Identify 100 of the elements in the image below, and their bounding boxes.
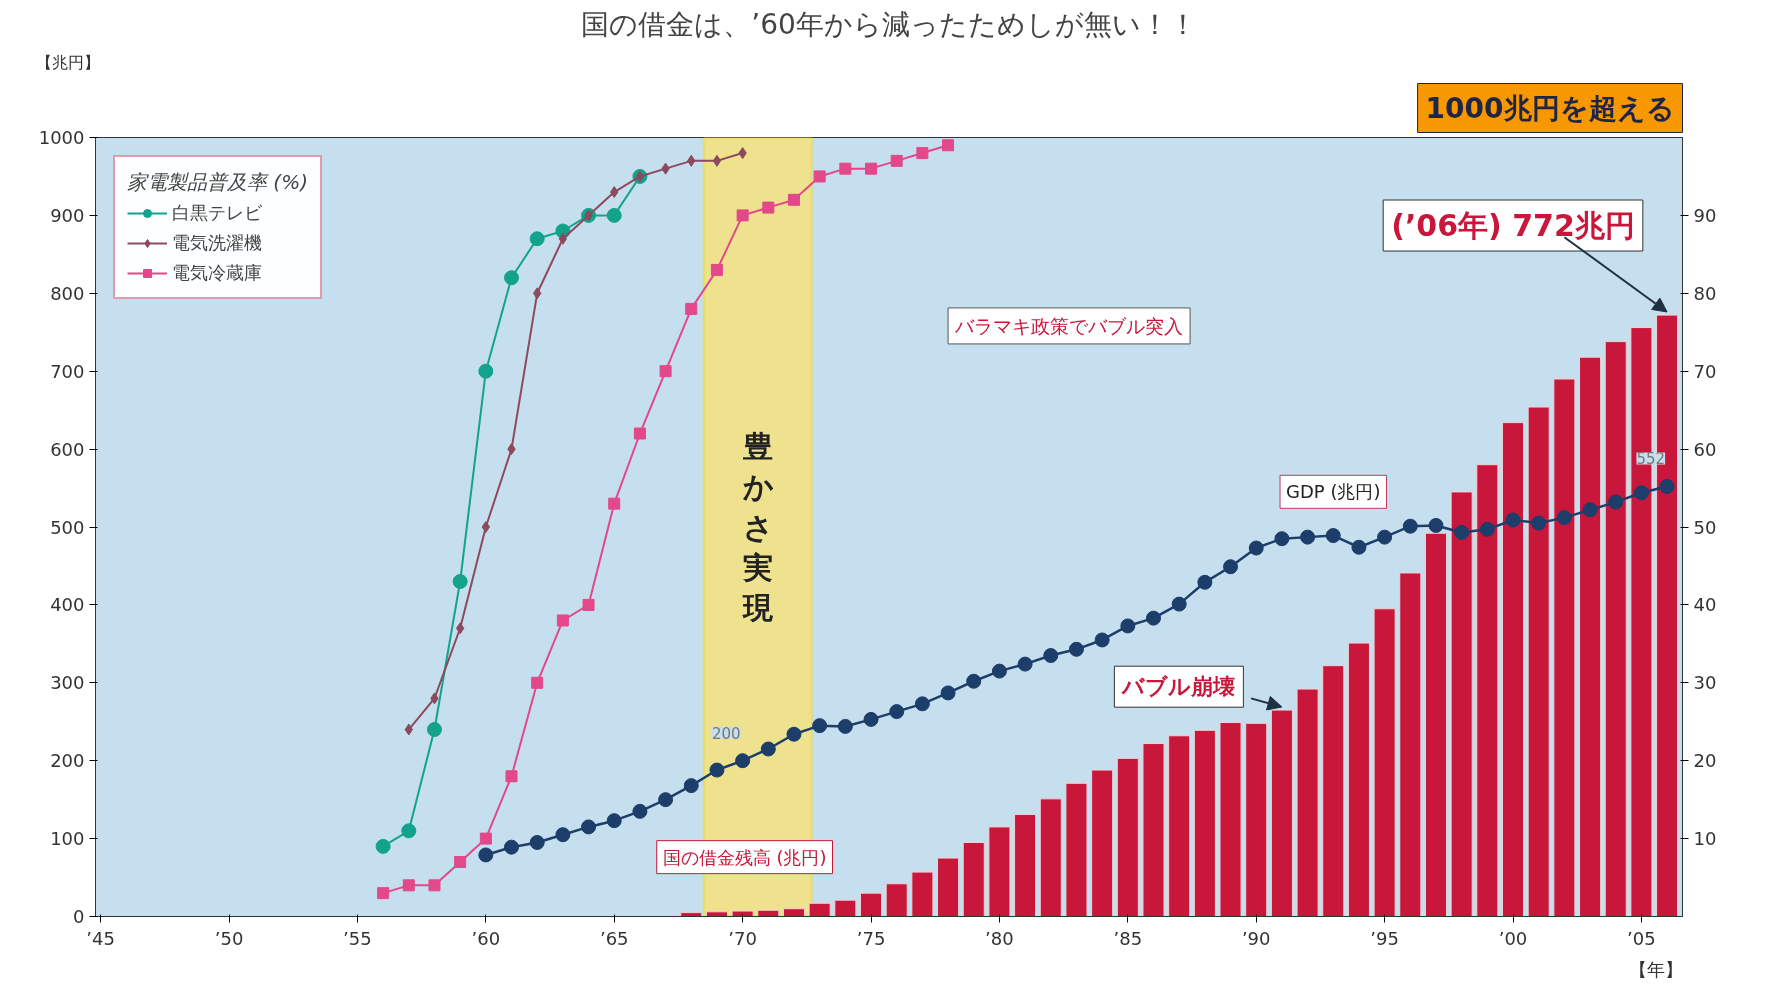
bar: [1604, 341, 1627, 917]
bar: [1373, 608, 1396, 917]
bar: [1014, 813, 1037, 917]
point: [505, 770, 518, 783]
point: [991, 663, 1007, 679]
point: [1454, 524, 1470, 540]
bar: [1450, 491, 1473, 917]
point: [479, 832, 492, 845]
bar: [860, 892, 883, 917]
bar: [1168, 735, 1191, 917]
point: [1017, 656, 1033, 672]
point: [863, 711, 879, 727]
bar: [782, 908, 806, 917]
y2-tick-label: 70: [1693, 360, 1717, 382]
point: [1274, 531, 1290, 547]
point: [402, 879, 415, 892]
point: [1171, 596, 1187, 612]
legend-title: 家電製品普及率 (%): [127, 169, 308, 196]
point: [377, 887, 390, 900]
point: [428, 879, 441, 892]
x-tick-label: ’85: [1113, 927, 1143, 949]
y2-tick-label: 40: [1693, 594, 1717, 616]
bar: [731, 910, 754, 917]
bar: [1091, 769, 1114, 917]
point: [709, 762, 725, 778]
point: [555, 827, 571, 843]
y-tick-label: 500: [50, 516, 85, 538]
point: [1659, 479, 1675, 494]
x-tick-label: ’05: [1627, 927, 1656, 949]
point: [1556, 510, 1572, 526]
point: [529, 231, 545, 247]
point: [454, 855, 467, 868]
y-tick-label: 800: [50, 282, 85, 304]
bar: [1219, 722, 1242, 917]
x-tick-label: ’65: [599, 927, 629, 949]
bar: [1142, 743, 1165, 917]
point: [529, 835, 545, 850]
point: [1608, 494, 1624, 510]
point: [735, 753, 751, 769]
x-tick-label: ’00: [1498, 927, 1528, 949]
point: [940, 685, 956, 701]
bar: [680, 912, 703, 917]
point: [1068, 641, 1084, 657]
annotation: (’06年) 772兆円: [1391, 208, 1635, 244]
y-tick-label: 1000: [38, 127, 85, 148]
point: [786, 726, 802, 742]
y-tick-label: 300: [50, 672, 85, 694]
y2-tick-label: 90: [1693, 204, 1717, 226]
point: [606, 207, 622, 223]
bar: [1245, 722, 1268, 917]
x-tick-label: ’80: [985, 927, 1014, 949]
bar: [1501, 422, 1525, 917]
y-tick-label: 600: [50, 438, 85, 460]
point: [633, 427, 646, 440]
legend-label: 電気冷蔵庫: [172, 261, 262, 285]
bar: [1322, 665, 1345, 917]
point: [1428, 517, 1444, 533]
y-tick-label: 100: [50, 828, 85, 850]
point: [426, 722, 442, 738]
x-tick-label: ’95: [1370, 927, 1399, 949]
point: [558, 232, 568, 245]
point: [401, 823, 417, 839]
y2-tick-label: 10: [1693, 828, 1717, 850]
y-tick-label: 200: [50, 750, 85, 772]
bar: [808, 902, 831, 917]
point: [1325, 528, 1341, 544]
point: [658, 792, 674, 808]
point: [813, 170, 826, 183]
point: [1351, 539, 1367, 555]
point: [685, 302, 698, 315]
point: [606, 813, 622, 829]
point: [1505, 512, 1521, 528]
series-label: 国の借金残高 (兆円): [662, 846, 827, 868]
bar: [988, 826, 1011, 917]
point: [455, 622, 465, 635]
point: [659, 365, 672, 378]
y-tick-label: 700: [50, 360, 85, 382]
y2-tick-label: 60: [1693, 438, 1717, 460]
legend-label: 電気洗濯機: [172, 231, 262, 255]
point: [478, 363, 494, 379]
bar: [1527, 406, 1550, 917]
bar: [834, 899, 857, 917]
bar: [1424, 532, 1447, 917]
point: [478, 847, 494, 863]
point: [1197, 574, 1213, 590]
point: [1479, 521, 1495, 537]
point: [736, 209, 749, 222]
y-tick-label: 900: [50, 204, 85, 226]
point: [608, 497, 621, 510]
bar: [705, 911, 728, 917]
point: [632, 803, 648, 819]
point: [787, 193, 800, 206]
y-tick-label: 400: [50, 594, 85, 616]
point: [531, 676, 544, 689]
point: [839, 162, 852, 175]
bar: [1065, 782, 1088, 917]
point: [683, 778, 699, 794]
point: [504, 270, 520, 286]
point: [1146, 610, 1161, 626]
band-label: 豊かさ実現: [741, 429, 775, 625]
